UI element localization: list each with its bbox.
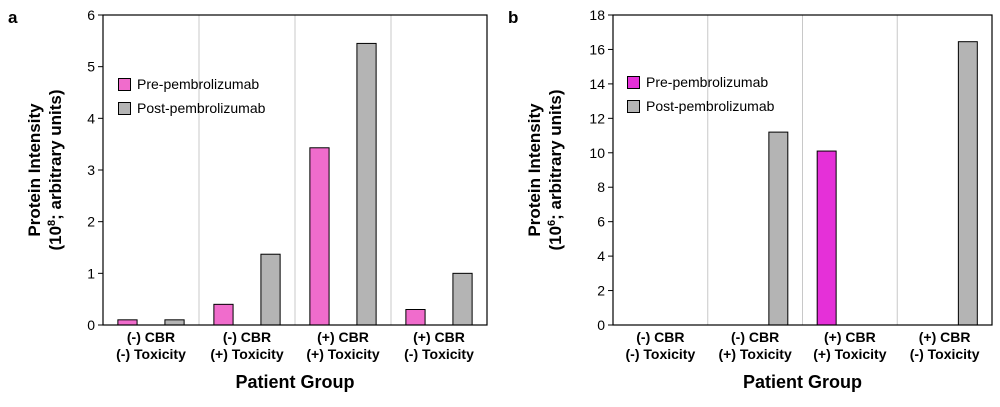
y-tick-label: 4	[87, 110, 95, 126]
y-tick-label: 1	[87, 265, 95, 281]
legend-swatch-post	[627, 99, 640, 113]
bar	[957, 41, 978, 326]
y-axis-title-line: Protein Intensity	[525, 103, 544, 237]
legend-label: Pre-pembrolizumab	[137, 76, 260, 92]
y-tick-label: 12	[589, 110, 605, 126]
x-tick-label: (-) Toxicity	[404, 346, 474, 362]
panel-label: b	[508, 8, 519, 27]
y-axis-title-part: (10	[546, 226, 565, 251]
x-tick-label: (+) Toxicity	[813, 346, 886, 362]
x-tick-label: (+) CBR	[919, 329, 971, 345]
bar	[452, 272, 473, 326]
bar	[309, 147, 330, 326]
bar	[164, 319, 185, 326]
legend-swatch-post	[118, 101, 131, 115]
y-axis-exponent: 8	[46, 220, 58, 226]
chart-panel-b: b 0 2 4 6 8 10 12 14 16 18 (-) CBR (-) Toxicity (-) …	[500, 0, 1000, 402]
y-axis-exponent: 6	[546, 220, 558, 226]
x-tick-label: (+) CBR	[824, 329, 876, 345]
x-tick-label: (-) CBR	[223, 329, 271, 345]
y-tick-label: 6	[597, 214, 605, 230]
x-tick-label: (+) Toxicity	[210, 346, 283, 362]
legend-label: Pre-pembrolizumab	[646, 74, 769, 90]
y-tick-label: 3	[87, 162, 95, 178]
legend-item: Pre-pembrolizumab	[118, 72, 265, 96]
x-tick-label: (-) Toxicity	[626, 346, 696, 362]
chart-panel-a: a 0 1 2 3 4 5 6 (-) CBR (-) Toxicity (-) CBR (+) T…	[0, 0, 500, 402]
y-tick-label: 16	[589, 41, 605, 57]
legend-swatch-pre	[118, 77, 131, 91]
legend-item: Post-pembrolizumab	[627, 94, 774, 118]
legend-item: Pre-pembrolizumab	[627, 70, 774, 94]
plot-frame	[612, 14, 993, 326]
legend-swatch-pre	[627, 75, 640, 89]
bar	[117, 319, 138, 326]
x-tick-label: (+) Toxicity	[718, 346, 791, 362]
y-axis-title: Protein Intensity(108; arbitrary units)	[25, 89, 65, 250]
x-tick-label: (-) Toxicity	[116, 346, 186, 362]
panel-label: a	[8, 8, 18, 27]
bar	[213, 303, 234, 326]
y-axis-title-line: Protein Intensity	[25, 103, 44, 237]
x-tick-label: (-) CBR	[636, 329, 684, 345]
y-tick-label: 14	[589, 76, 605, 92]
y-tick-label: 10	[589, 145, 605, 161]
y-tick-label: 6	[87, 7, 95, 23]
bar	[816, 150, 837, 326]
y-tick-label: 0	[87, 317, 95, 333]
x-axis-title: Patient Group	[235, 372, 354, 392]
y-tick-label: 2	[597, 283, 605, 299]
bar	[405, 309, 426, 326]
x-tick-label: (+) CBR	[317, 329, 369, 345]
chart-legend: Pre-pembrolizumab Post-pembrolizumab	[627, 70, 774, 118]
bar	[356, 42, 377, 326]
y-tick-label: 18	[589, 7, 605, 23]
legend-label: Post-pembrolizumab	[646, 98, 775, 114]
y-tick-label: 4	[597, 248, 605, 264]
y-tick-label: 5	[87, 59, 95, 75]
x-tick-label: (-) CBR	[731, 329, 779, 345]
legend-label: Post-pembrolizumab	[137, 100, 266, 116]
x-tick-label: (-) Toxicity	[910, 346, 980, 362]
bar	[260, 253, 281, 326]
chart-legend: Pre-pembrolizumab Post-pembrolizumab	[118, 72, 265, 120]
y-tick-label: 2	[87, 214, 95, 230]
y-axis-title-line: (108; arbitrary units)	[46, 89, 65, 250]
y-axis-title-part: (10	[46, 226, 65, 251]
y-axis-title-part: ; arbitrary units)	[46, 89, 65, 219]
y-axis-title-line: (106; arbitrary units)	[546, 89, 565, 250]
y-tick-label: 0	[597, 317, 605, 333]
x-tick-label: (-) CBR	[127, 329, 175, 345]
y-axis-title: Protein Intensity(106; arbitrary units)	[525, 89, 565, 250]
x-tick-label: (+) CBR	[413, 329, 465, 345]
y-tick-label: 8	[597, 179, 605, 195]
y-axis-title-part: ; arbitrary units)	[546, 89, 565, 219]
legend-item: Post-pembrolizumab	[118, 96, 265, 120]
x-tick-label: (+) Toxicity	[306, 346, 379, 362]
bar	[768, 131, 789, 326]
x-axis-title: Patient Group	[743, 372, 862, 392]
